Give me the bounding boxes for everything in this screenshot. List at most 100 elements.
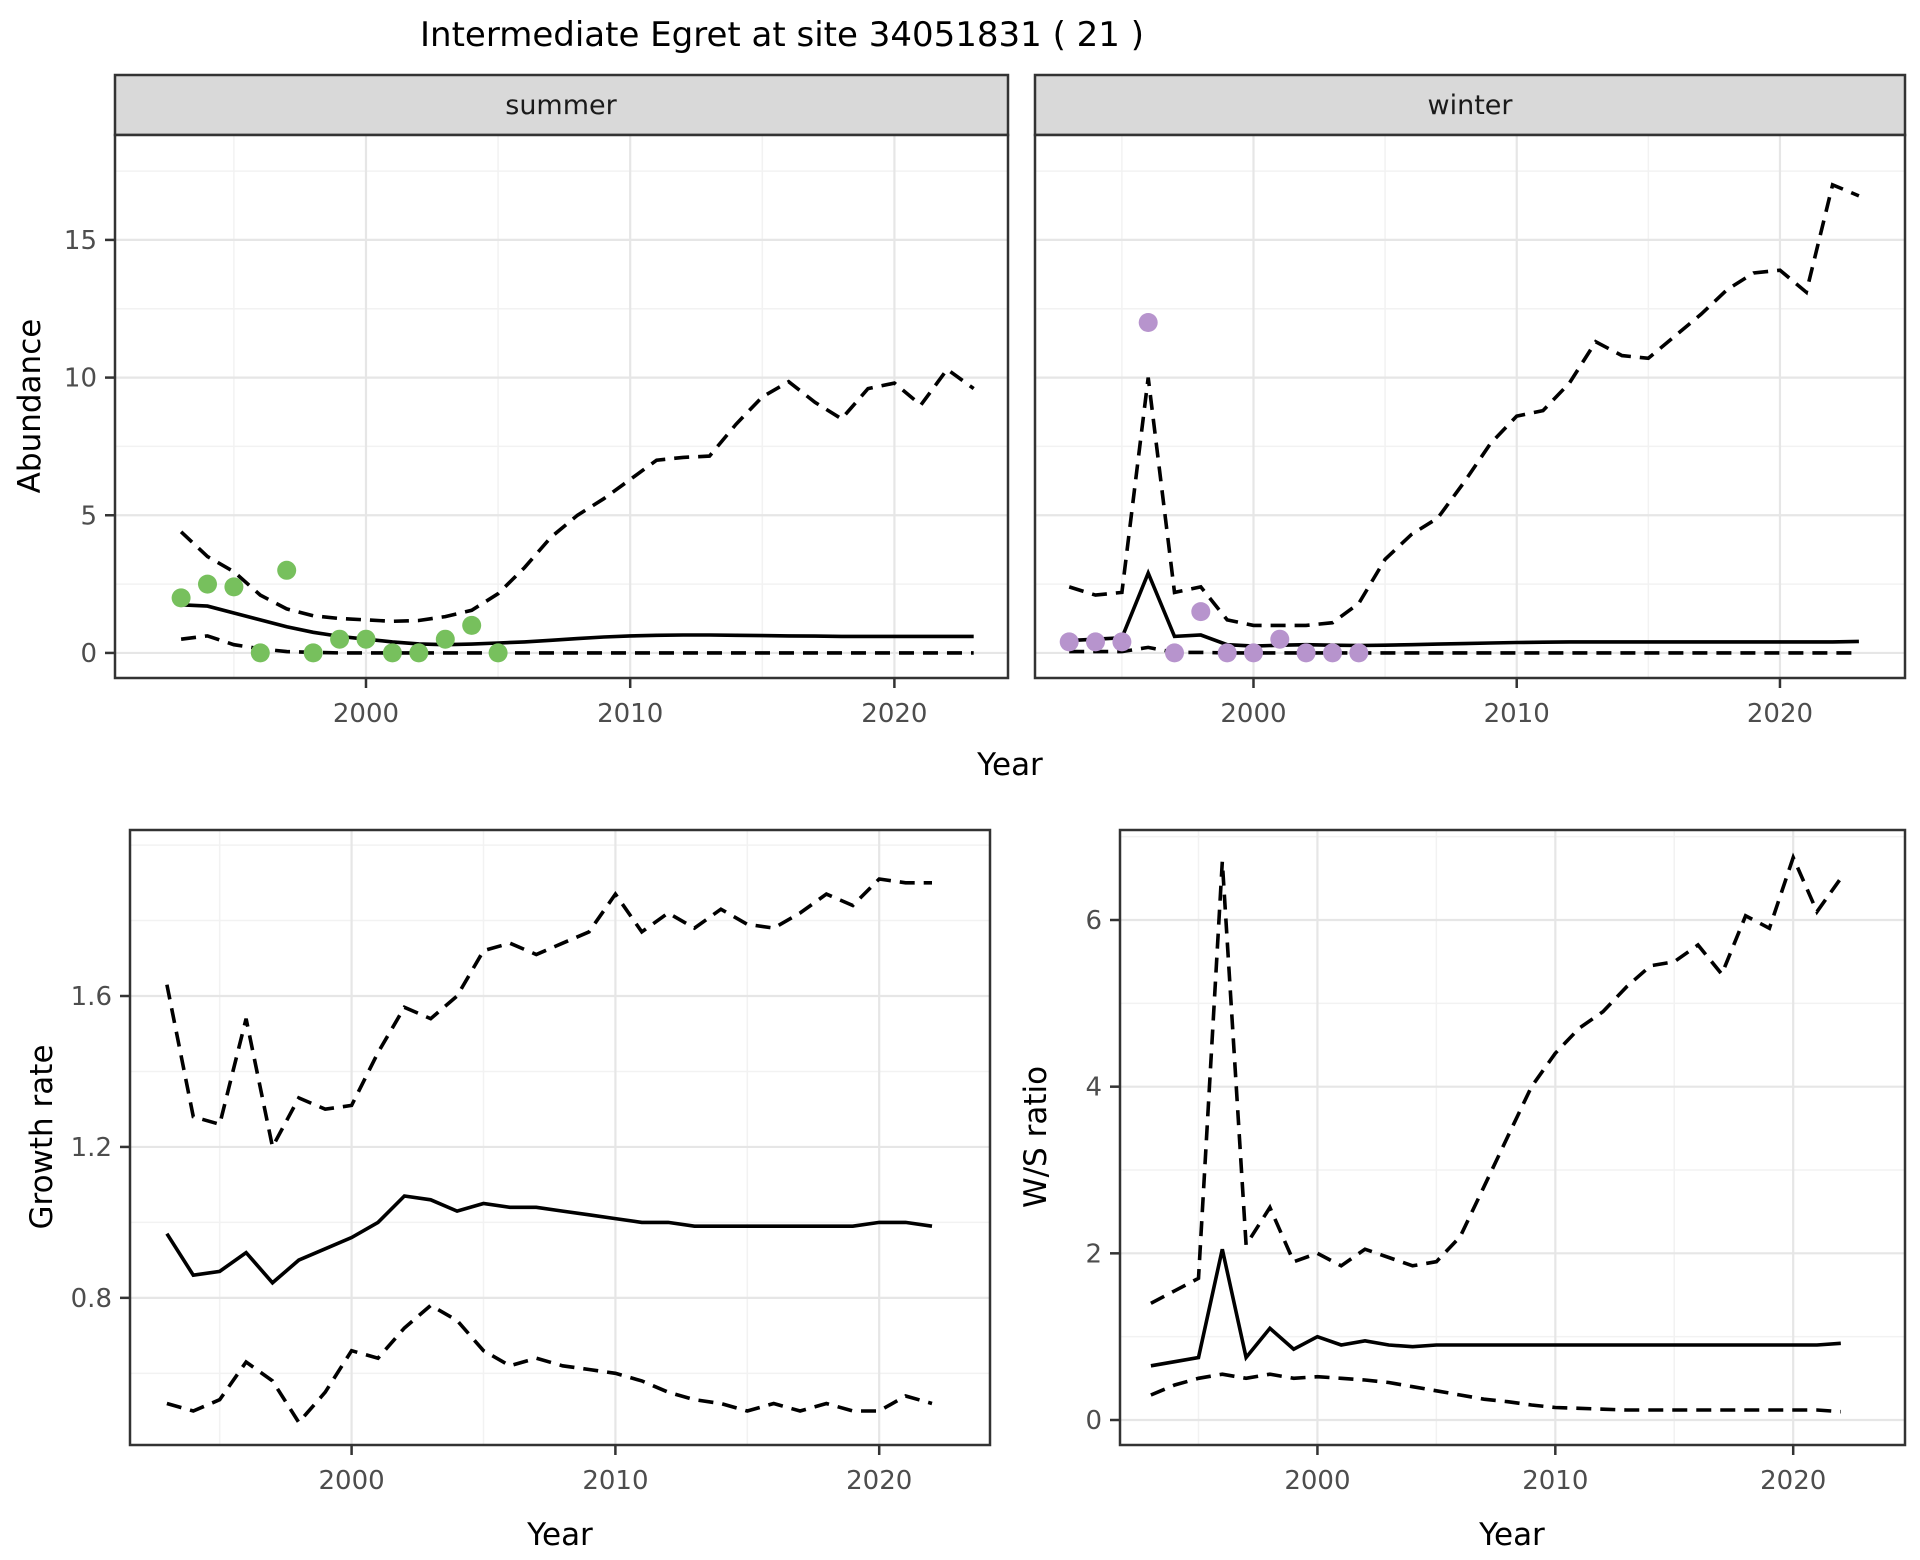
x-tick-label: 2000 [1284, 1466, 1350, 1496]
observed-point [1270, 629, 1290, 649]
observed-point [1059, 632, 1079, 652]
strip-box-summer [113, 73, 1010, 137]
observed-point [1244, 643, 1263, 663]
page-title: Intermediate Egret at site 34051831 ( 21… [420, 15, 1144, 55]
y-tick-label: 5 [80, 501, 97, 531]
observed-point [250, 643, 270, 663]
strip-label-winter: winter [1428, 90, 1514, 121]
facet-strip-winter: winter [1033, 73, 1907, 137]
x-axis-title-year-ws: Year [1478, 1517, 1545, 1553]
y-axis-title-abundance: Abundance [12, 319, 48, 494]
strip-box-winter [1033, 73, 1907, 137]
abundance_winter-panel: 2000 2010 2020 [1033, 133, 1907, 729]
y-axis-title-growth-rate: Growth rate [24, 1044, 60, 1229]
panel-border [1118, 828, 1907, 1447]
x-tick-label: 2020 [1760, 1466, 1826, 1496]
observed-point [1296, 643, 1316, 663]
x-tick-label: 2010 [582, 1466, 648, 1496]
strip-label-summer: summer [505, 90, 617, 121]
grid-major [130, 830, 990, 1445]
panel-background [1035, 135, 1905, 678]
fit-line [165, 1194, 933, 1286]
x-tick-label: 2000 [319, 1466, 385, 1496]
observed-point [435, 629, 455, 649]
upper-ci-line [1068, 182, 1860, 628]
observed-point [198, 574, 217, 594]
grid-major [115, 135, 1008, 678]
x-tick-label: 2010 [1522, 1466, 1588, 1496]
panel-background [1120, 830, 1905, 1445]
grid-major [1035, 135, 1905, 678]
lower-ci-line [1069, 645, 1859, 655]
series-group [171, 366, 975, 663]
observed-point [303, 643, 323, 663]
x-tick-label: 2020 [1747, 699, 1813, 729]
grid-minor [130, 830, 990, 1445]
observed-point [1191, 602, 1211, 622]
ws_ratio-panel: 2000 2010 2020 0 2 4 6 [1085, 828, 1907, 1496]
observed-point [356, 629, 376, 649]
observed-point [488, 643, 508, 663]
fit-line [181, 603, 974, 647]
facet-strip-summer: summer [113, 73, 1010, 137]
y-axis: 0 2 4 6 [1085, 906, 1120, 1436]
y-tick-label: 6 [1085, 906, 1102, 936]
x-axis: 2000 2010 2020 [319, 1445, 912, 1496]
y-tick-label: 10 [64, 364, 97, 394]
upper-ci-line [179, 366, 975, 624]
panel-background [115, 135, 1008, 678]
y-tick-label: 15 [64, 226, 97, 256]
observed-point [1323, 643, 1342, 663]
observed-point [409, 643, 429, 663]
y-tick-label: 0 [1085, 1406, 1102, 1436]
fit-line [1069, 568, 1859, 648]
observed-point [382, 643, 402, 663]
y-tick-label: 1.6 [71, 982, 112, 1012]
observed-point [1349, 643, 1369, 663]
x-tick-label: 2010 [597, 699, 663, 729]
series-group [1059, 182, 1860, 663]
observed-point [330, 629, 350, 649]
panel-background [130, 830, 990, 1445]
observed-point [1217, 643, 1237, 663]
observed-point [171, 588, 191, 608]
x-tick-label: 2000 [1220, 699, 1286, 729]
upper-ci-line [1150, 852, 1843, 1305]
panel-border [113, 133, 1010, 680]
lower-ci-line [1150, 1372, 1841, 1414]
lower-ci-line [166, 1303, 933, 1426]
series-group [165, 877, 933, 1426]
observed-point [277, 560, 297, 580]
grid-minor [1120, 830, 1905, 1445]
series-group [1150, 852, 1843, 1414]
panel-border [128, 828, 992, 1447]
grid-major [1120, 830, 1905, 1445]
growth_rate-panel: 2000 2010 2020 0.8 1.2 1.6 [71, 828, 992, 1496]
x-axis-title-year-growth: Year [526, 1517, 593, 1553]
observed-point [224, 577, 244, 597]
observed-point [1165, 643, 1184, 663]
x-tick-label: 2020 [861, 699, 927, 729]
y-tick-label: 0.8 [71, 1284, 112, 1314]
observed-point [1112, 632, 1132, 652]
y-axis: 0 5 10 15 [64, 226, 115, 669]
x-axis: 2000 2010 2020 [1284, 1445, 1826, 1496]
x-axis-title-year-top: Year [976, 747, 1043, 783]
x-axis: 2000 2010 2020 [333, 678, 927, 729]
observed-point [462, 615, 482, 635]
observed-points [1059, 313, 1369, 663]
observed-point [1086, 632, 1105, 652]
x-tick-label: 2010 [1484, 699, 1550, 729]
x-tick-label: 2000 [333, 699, 399, 729]
panel-border [1033, 133, 1907, 680]
y-tick-label: 1.2 [71, 1133, 112, 1163]
y-tick-label: 2 [1085, 1239, 1102, 1269]
upper-ci-line [165, 877, 932, 1153]
x-axis: 2000 2010 2020 [1220, 678, 1813, 729]
grid-minor [1035, 135, 1905, 678]
observed-points [171, 560, 508, 663]
y-axis: 0.8 1.2 1.6 [71, 982, 130, 1314]
abundance_summer-panel: 2000 2010 2020 0 5 10 15 [64, 133, 1010, 729]
